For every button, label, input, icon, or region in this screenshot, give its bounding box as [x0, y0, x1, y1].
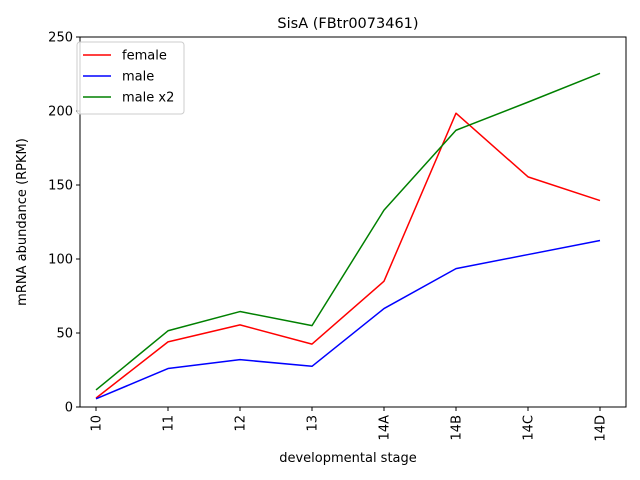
x-tick-label: 10	[90, 415, 105, 432]
x-tick-label: 14B	[450, 415, 465, 440]
series-line-female	[95, 112, 601, 399]
legend-label-male: male	[122, 70, 154, 85]
x-tick-label: 14D	[594, 415, 609, 442]
plot-frame	[79, 36, 627, 408]
y-tick-label: 0	[65, 401, 73, 416]
y-tick-label: 100	[48, 253, 73, 268]
chart-title: SisA (FBtr0073461)	[277, 16, 418, 32]
legend-label-female: female	[122, 49, 167, 64]
x-tick-label: 11	[162, 415, 177, 432]
series-line-male	[95, 239, 601, 400]
x-tick-label: 12	[234, 415, 249, 432]
series-line-male-x2	[95, 72, 601, 391]
y-tick-label: 50	[56, 327, 73, 342]
legend: female male male x2	[76, 41, 185, 115]
y-tick-label: 250	[48, 31, 73, 46]
y-axis-label: mRNA abundance (RPKM)	[15, 138, 30, 306]
series-layer	[95, 72, 601, 400]
x-tick-label: 13	[306, 415, 321, 432]
y-tick-label: 200	[48, 105, 73, 120]
x-tick-label: 14C	[522, 415, 537, 441]
x-tick-label: 14A	[378, 415, 393, 441]
legend-label-male-x2: male x2	[122, 91, 174, 106]
x-axis-label: developmental stage	[279, 451, 417, 466]
x-axis-ticks: 10 11 12 13 14A 14B 14C 14D	[90, 407, 609, 442]
y-tick-label: 150	[48, 179, 73, 194]
legend-box	[76, 41, 185, 115]
